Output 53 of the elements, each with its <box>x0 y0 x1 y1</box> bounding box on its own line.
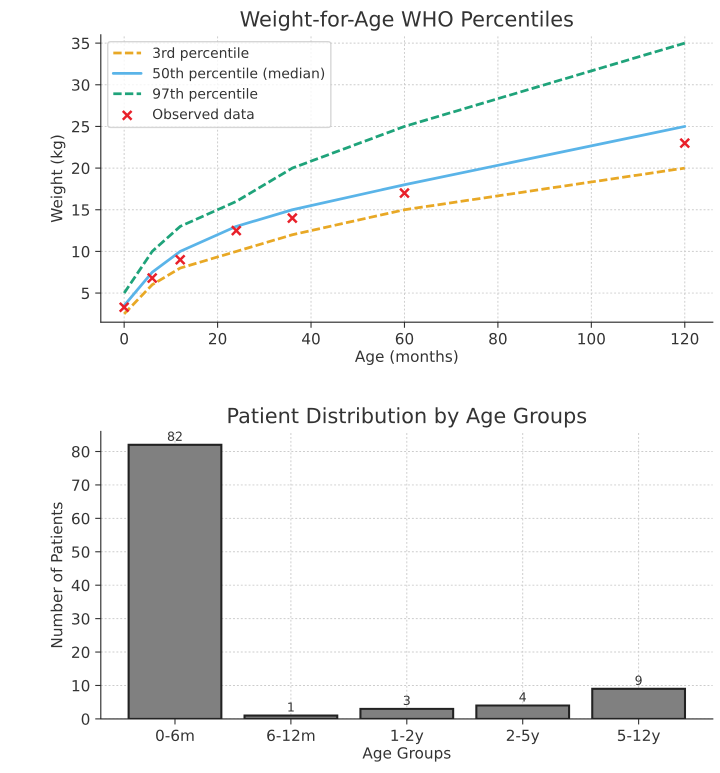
x-tick-label: 40 <box>302 332 320 344</box>
legend-label: 97th percentile <box>153 88 258 102</box>
point <box>146 272 158 284</box>
point <box>398 187 410 199</box>
y-tick-label: 25 <box>72 120 90 132</box>
legend-label: Observed data <box>152 108 254 120</box>
x-tick-label: 60 <box>396 332 414 344</box>
data-label: 1 <box>288 702 294 712</box>
line-series <box>122 42 686 294</box>
y-tick-label: 50 <box>72 546 90 558</box>
point <box>174 254 186 266</box>
legend-label: 50th percentile (median) <box>153 68 324 82</box>
x-tick-label: 20 <box>208 332 226 344</box>
y-axis-title: Number of Patients <box>50 502 62 648</box>
y-tick-label: 20 <box>72 646 90 658</box>
y-tick-label: 40 <box>72 580 90 592</box>
y-tick-label: 10 <box>72 246 90 258</box>
x-tick-label: 0-6m <box>156 730 194 742</box>
y-axis-title: Weight (kg) <box>50 136 66 222</box>
line-series <box>122 125 686 307</box>
x-axis-title: Age Groups <box>362 747 450 762</box>
y-tick-label: 10 <box>72 680 90 692</box>
x-tick-label: 2-5y <box>506 730 540 744</box>
x-tick-label: 80 <box>489 332 507 344</box>
data-label: 3 <box>404 696 410 706</box>
y-tick-label: 35 <box>72 38 90 50</box>
x-tick-label: 100 <box>578 332 605 344</box>
point <box>286 212 298 224</box>
chart-title: Patient Distribution by Age Groups <box>228 407 586 428</box>
y-tick-label: 30 <box>72 79 90 91</box>
y-tick-label: 0 <box>82 713 90 725</box>
x-tick-label: 1-2y <box>391 730 424 744</box>
x-tick-label: 0 <box>120 332 128 344</box>
x-tick-label: 5-12y <box>618 730 660 744</box>
chart-title: Weight-for-Age WHO Percentiles <box>240 10 573 31</box>
y-tick-label: 5 <box>82 288 90 300</box>
point <box>118 302 130 313</box>
x-tick-label: 120 <box>672 332 698 344</box>
y-tick-label: 70 <box>72 479 90 491</box>
y-tick-label: 80 <box>72 446 90 458</box>
data-label: 4 <box>519 692 526 702</box>
data-label: 9 <box>635 676 642 685</box>
point <box>679 137 690 149</box>
y-tick-label: 20 <box>72 162 90 174</box>
x-tick-label: 6-12m <box>267 730 314 742</box>
data-label: 82 <box>168 432 182 442</box>
legend-label: 3rd percentile <box>153 47 248 61</box>
x-axis-title: Age (months) <box>354 350 458 365</box>
y-tick-label: 60 <box>72 512 90 524</box>
point <box>230 224 242 236</box>
y-tick-label: 15 <box>72 204 90 216</box>
y-tick-label: 30 <box>72 613 90 625</box>
line-series <box>122 166 686 316</box>
